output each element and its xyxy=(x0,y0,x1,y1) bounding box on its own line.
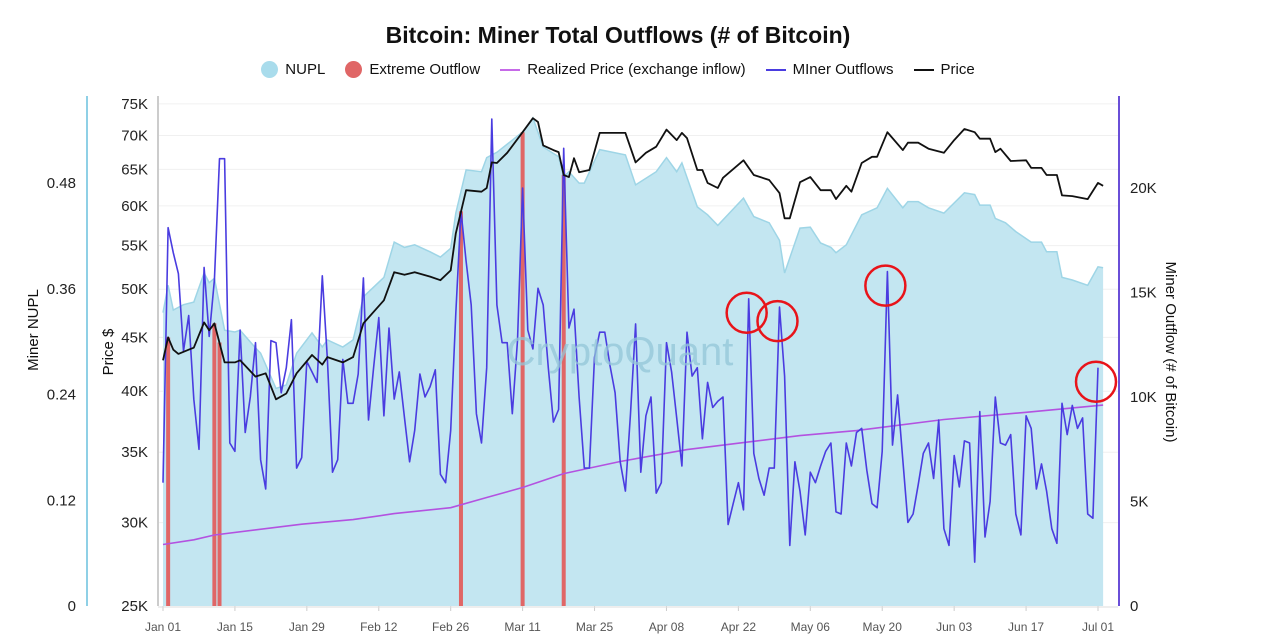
y-axis-label-outflow: Miner Outflow (# of Bitcoin) xyxy=(1162,262,1179,443)
legend-item-price[interactable]: Price xyxy=(913,61,975,78)
x-tick-label: Feb 26 xyxy=(432,620,470,634)
legend-swatch-nupl xyxy=(261,61,279,78)
legend-swatch-price xyxy=(913,68,934,71)
x-tick-label: Apr 08 xyxy=(649,620,685,634)
x-tick-label: Feb 12 xyxy=(360,620,398,634)
axes: 25K 30K 35K 40K 45K 50K 55K 60K 65K 70K 75K 0 0.12 0.… xyxy=(47,96,1157,634)
legend-label: NUPL xyxy=(285,61,326,78)
y-tick-price: 40K xyxy=(121,383,148,400)
y-tick-price: 65K xyxy=(121,161,148,178)
watermark: CryptoQuant xyxy=(507,330,734,374)
legend-swatch-extreme xyxy=(345,61,363,78)
x-tick-label: Jan 15 xyxy=(217,620,253,634)
legend-label: Price xyxy=(940,61,975,78)
y-tick-nupl: 0.48 xyxy=(47,175,76,192)
y-tick-outflow: 20K xyxy=(1130,180,1157,197)
legend-item-realized-price[interactable]: Realized Price (exchange inflow) xyxy=(500,61,746,78)
legend-item-miner-outflows[interactable]: MIner Outflows xyxy=(765,61,894,78)
y-tick-nupl: 0.36 xyxy=(47,281,76,298)
extreme-outflow-bar xyxy=(458,211,463,606)
x-tick-label: Jun 03 xyxy=(936,620,972,634)
x-tick-label: Mar 25 xyxy=(576,620,614,634)
extreme-outflow-bar xyxy=(166,337,171,606)
extreme-outflow-bar xyxy=(561,174,566,606)
miner-outflows-line xyxy=(162,118,1099,563)
y-tick-outflow: 0 xyxy=(1130,598,1138,615)
y-axis-label-price: Price $ xyxy=(100,328,117,375)
y-tick-price: 75K xyxy=(121,96,148,113)
legend-swatch-realized xyxy=(500,68,521,71)
legend-swatch-outflows xyxy=(765,68,786,71)
x-tick-label: May 20 xyxy=(863,620,903,634)
x-tick-label: Jul 01 xyxy=(1082,620,1114,634)
y-tick-outflow: 5K xyxy=(1130,494,1148,511)
annotation-circle xyxy=(1074,360,1118,403)
x-tick-label: Jan 29 xyxy=(289,620,325,634)
realized-price-line xyxy=(162,404,1104,546)
y-tick-price: 50K xyxy=(121,281,148,298)
legend-label: Realized Price (exchange inflow) xyxy=(527,61,746,78)
extreme-outflow-bar xyxy=(217,342,222,606)
plot-marks xyxy=(162,116,1118,607)
y-tick-price: 45K xyxy=(121,329,148,346)
y-tick-price: 35K xyxy=(121,444,148,461)
legend: NUPL Extreme Outflow Realized Price (exc… xyxy=(0,61,1236,78)
annotation-circle xyxy=(864,264,907,307)
annotation-circle xyxy=(725,291,768,335)
y-tick-nupl: 0.24 xyxy=(47,387,76,404)
x-tick-label: May 06 xyxy=(791,620,831,634)
extreme-outflow-bar xyxy=(520,132,525,606)
y-tick-outflow: 15K xyxy=(1130,285,1157,302)
legend-item-extreme-outflow[interactable]: Extreme Outflow xyxy=(345,61,480,78)
y-tick-outflow: 10K xyxy=(1130,389,1157,406)
y-tick-nupl: 0 xyxy=(68,598,76,615)
x-tick-label: Jan 01 xyxy=(145,620,181,634)
legend-label: Extreme Outflow xyxy=(369,61,481,78)
x-tick-label: Jun 17 xyxy=(1008,620,1044,634)
extreme-outflow-bar xyxy=(212,323,217,606)
x-tick-label: Mar 11 xyxy=(504,620,541,634)
y-tick-price: 55K xyxy=(121,238,148,255)
annotation-circle xyxy=(756,299,799,343)
legend-item-nupl[interactable]: NUPL xyxy=(261,61,325,78)
y-tick-price: 60K xyxy=(121,198,148,215)
price-line xyxy=(162,117,1104,401)
nupl-line xyxy=(162,116,1104,390)
y-tick-price: 25K xyxy=(121,598,148,615)
y-axis-label-nupl: Miner NUPL xyxy=(25,289,42,371)
legend-label: MIner Outflows xyxy=(792,61,894,78)
y-tick-price: 70K xyxy=(121,127,148,144)
chart-title: Bitcoin: Miner Total Outflows (# of Bitc… xyxy=(385,22,851,48)
y-tick-nupl: 0.12 xyxy=(47,492,76,509)
x-tick-label: Apr 22 xyxy=(721,620,757,634)
y-tick-price: 30K xyxy=(121,515,148,532)
